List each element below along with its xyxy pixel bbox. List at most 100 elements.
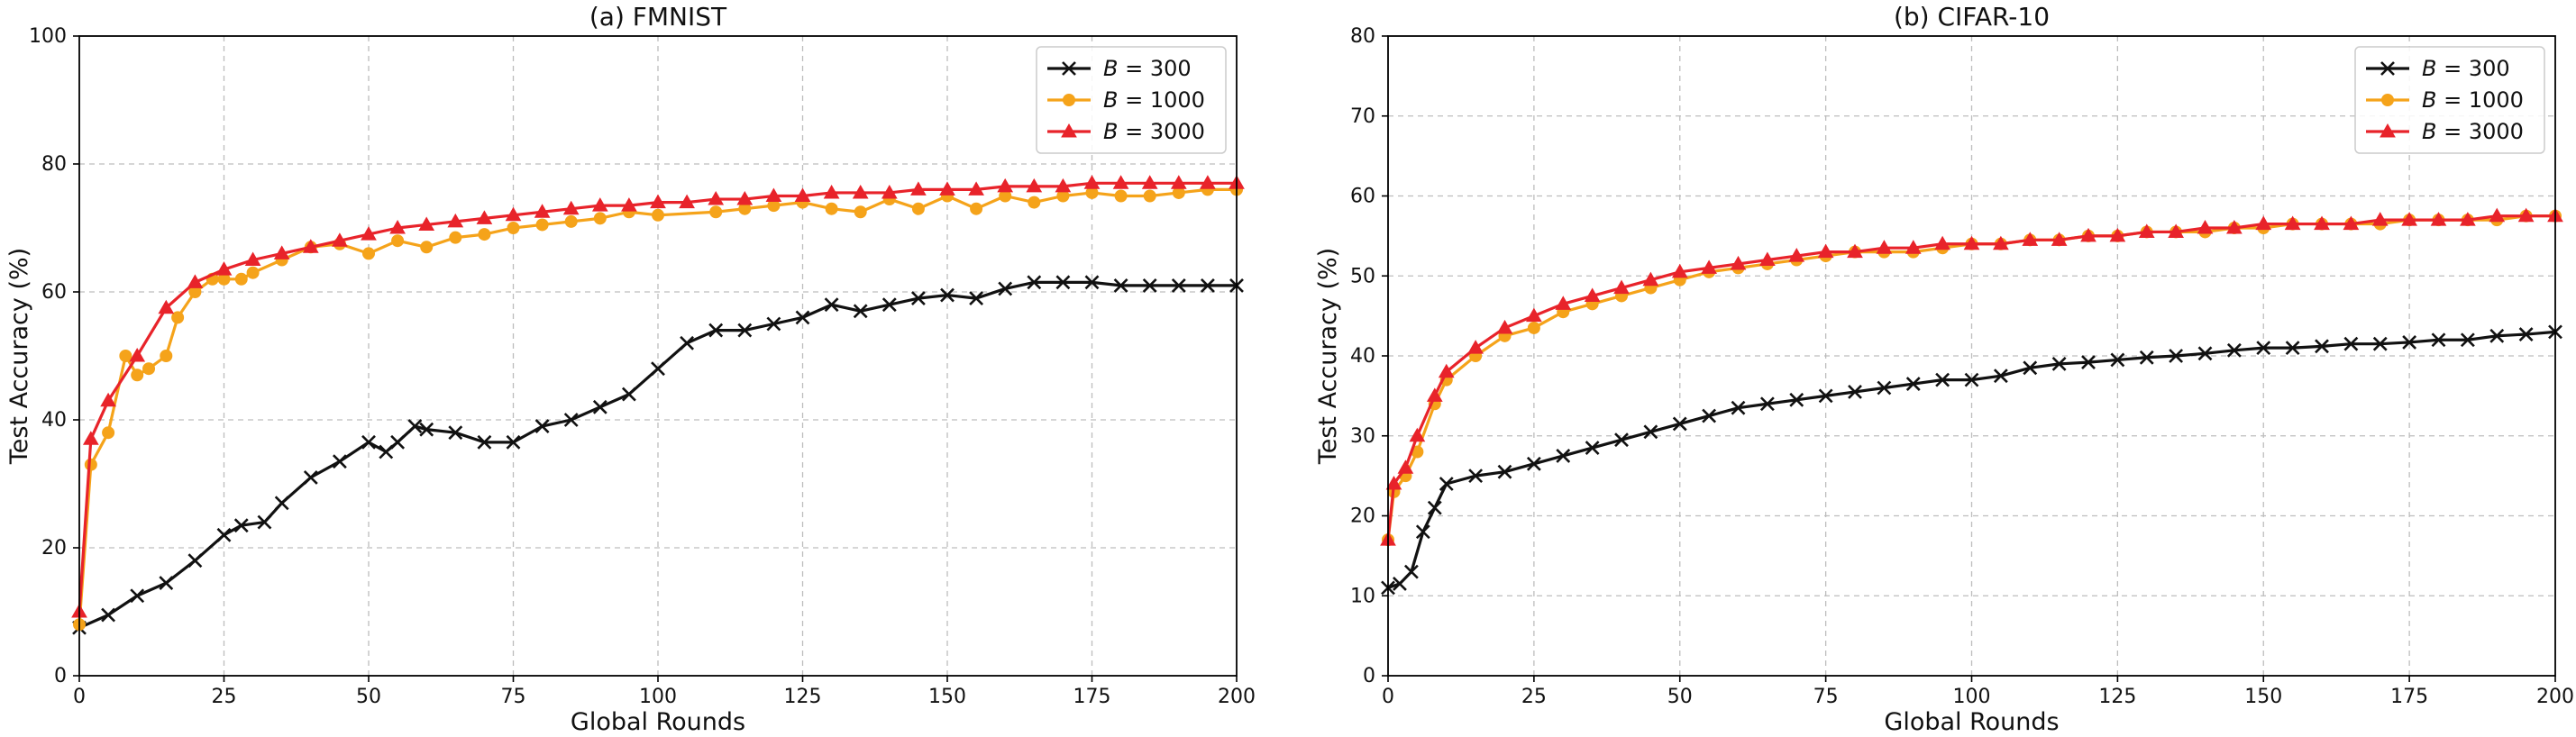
legend-label: B = 1000 <box>2422 87 2524 113</box>
data-point <box>478 228 491 241</box>
data-point <box>651 361 665 377</box>
data-point <box>420 241 434 254</box>
data-point <box>1055 275 1071 290</box>
y-tick-label: 0 <box>1363 665 1375 687</box>
data-point <box>1643 424 1658 440</box>
data-point <box>159 576 174 590</box>
plot-frame <box>78 35 1238 677</box>
x-tick-label: 125 <box>784 686 822 708</box>
data-point <box>2197 219 2214 234</box>
data-point <box>160 350 173 362</box>
data-point <box>1409 427 1426 442</box>
legend-entry-b-1000: B = 1000 <box>1047 87 1205 113</box>
y-axis-label: Test Accuracy (%) <box>1314 248 1342 465</box>
data-point <box>2226 342 2242 358</box>
data-point <box>506 434 521 450</box>
legend-box <box>2354 46 2545 154</box>
data-point <box>969 291 984 306</box>
data-point <box>407 419 423 434</box>
data-point <box>1555 296 1572 310</box>
data-point <box>2138 223 2155 238</box>
data-point <box>2371 212 2389 226</box>
data-point <box>709 205 723 219</box>
series-line <box>1387 330 2556 589</box>
data-point <box>1468 469 1484 484</box>
data-point <box>1084 275 1100 290</box>
legend-label-value: = 1000 <box>1118 87 1204 113</box>
legend-label: B = 3000 <box>2422 119 2524 144</box>
data-point <box>1385 475 1402 490</box>
data-point <box>303 469 318 485</box>
data-point <box>216 527 232 542</box>
y-tick-label: 30 <box>1350 425 1375 448</box>
legend-label-value: = 3000 <box>1118 119 1204 144</box>
data-point <box>273 245 290 259</box>
x-axis-label: Global Rounds <box>571 708 745 736</box>
legend-entry-b-300: B = 300 <box>1047 56 1192 81</box>
data-point <box>476 210 493 224</box>
data-point <box>534 419 550 434</box>
data-point <box>142 362 156 376</box>
data-point <box>2255 215 2272 231</box>
data-point <box>389 219 406 234</box>
data-point <box>1026 177 1043 193</box>
data-point <box>2517 207 2535 223</box>
data-point <box>477 434 492 450</box>
y-tick-label: 20 <box>41 537 67 560</box>
y-tick-label: 100 <box>29 25 67 48</box>
y-tick-label: 0 <box>54 665 67 687</box>
data-point <box>1671 263 1688 278</box>
data-point <box>332 454 347 469</box>
data-point <box>448 425 463 441</box>
data-point <box>2343 215 2360 231</box>
data-point <box>2226 219 2243 234</box>
legend-label-var: B <box>2422 56 2436 81</box>
data-point <box>101 607 116 623</box>
data-point <box>1847 243 1863 259</box>
data-point <box>1427 500 1442 515</box>
data-point <box>737 323 753 338</box>
data-point <box>2051 356 2067 371</box>
data-point <box>1142 278 1157 293</box>
legend-marker <box>1062 61 1076 76</box>
data-point <box>1788 248 1805 262</box>
data-point <box>131 368 144 382</box>
data-point <box>1497 464 1512 479</box>
data-point <box>1403 564 1419 579</box>
data-point <box>766 316 781 332</box>
data-point <box>854 205 867 219</box>
data-point <box>2110 352 2125 368</box>
data-point <box>2023 360 2038 376</box>
data-point <box>2139 350 2154 365</box>
plot-frame <box>1387 35 2556 677</box>
data-point <box>1556 449 1571 463</box>
data-point <box>2460 332 2475 348</box>
x-tick-label: 100 <box>639 686 677 708</box>
x-tick-label: 50 <box>1667 686 1693 708</box>
legend-marker <box>2381 94 2394 106</box>
series-b-3000 <box>1380 207 2563 546</box>
data-point <box>158 299 175 314</box>
data-point <box>1526 307 1542 323</box>
data-point <box>449 231 462 244</box>
data-point <box>129 347 146 362</box>
data-point <box>1426 387 1443 402</box>
data-point <box>2168 223 2184 238</box>
data-point <box>1905 240 1922 254</box>
data-point <box>82 431 99 445</box>
data-point <box>2109 227 2126 242</box>
data-point <box>1731 400 1746 415</box>
data-point <box>390 434 406 450</box>
axis-ticks: 0 25 50 75 100 125 150 175 200 0 10 20 30 40 50 60 70 80 <box>1350 25 2574 708</box>
chart-title: (a) FMNIST <box>589 2 727 32</box>
data-point <box>1730 255 1747 270</box>
data-point <box>853 304 868 319</box>
data-point <box>911 202 925 215</box>
data-point <box>794 187 811 202</box>
data-point <box>1200 175 1216 189</box>
data-point <box>2431 332 2446 348</box>
data-point <box>1905 377 1921 391</box>
x-tick-label: 200 <box>2536 686 2574 708</box>
